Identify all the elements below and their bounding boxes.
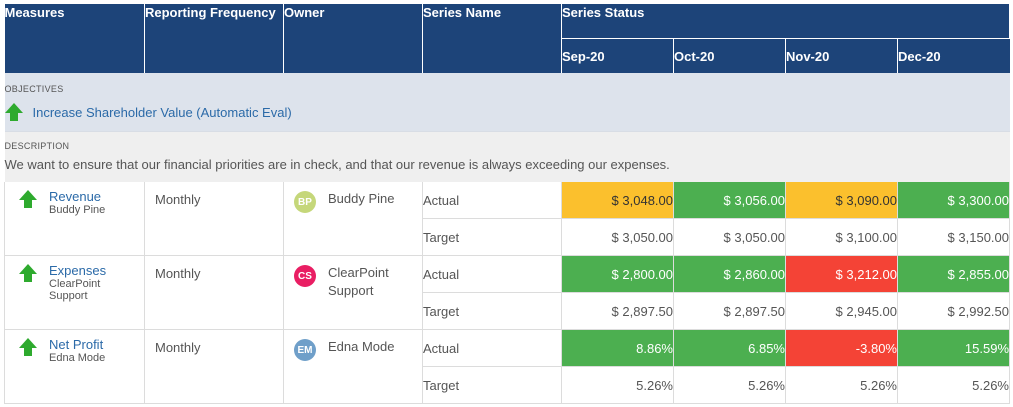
- measure-owner: Buddy Pine: [49, 204, 106, 216]
- up-arrow-icon: [19, 264, 37, 282]
- col-month[interactable]: Dec-20: [897, 38, 1010, 73]
- status-value: $ 2,855.00: [897, 255, 1010, 293]
- description-text: We want to ensure that our financial pri…: [4, 157, 670, 172]
- up-arrow-icon: [19, 338, 37, 356]
- status-value: -3.80%: [785, 329, 898, 367]
- table-row: Target 5.26% 5.26% 5.26% 5.26%: [5, 366, 1010, 404]
- status-value: $ 2,860.00: [673, 255, 786, 293]
- table-row: Net Profit Edna Mode Monthly EM Edna Mod…: [4, 329, 1010, 404]
- target-value: $ 3,100.00: [785, 218, 898, 256]
- series-name: Actual: [422, 329, 562, 367]
- target-value: 5.26%: [673, 366, 786, 404]
- scorecard-table: Measures Reporting Frequency Owner Serie…: [4, 4, 1010, 404]
- measure-cell: Net Profit Edna Mode: [4, 329, 145, 404]
- col-owner[interactable]: Owner: [283, 4, 423, 73]
- status-value: $ 3,048.00: [561, 182, 674, 219]
- col-measures[interactable]: Measures: [4, 4, 145, 73]
- frequency-text: Monthly: [155, 266, 201, 281]
- up-arrow-icon: [4, 103, 23, 121]
- status-value: $ 2,800.00: [561, 255, 674, 293]
- avatar: EM: [294, 339, 316, 361]
- status-value: 8.86%: [561, 329, 674, 367]
- objectives-section: OBJECTIVES Increase Shareholder Value (A…: [4, 73, 1010, 132]
- status-value: $ 3,212.00: [785, 255, 898, 293]
- target-value: $ 3,150.00: [897, 218, 1010, 256]
- status-value: $ 3,300.00: [897, 182, 1010, 219]
- frequency-text: Monthly: [155, 340, 201, 355]
- series-name: Actual: [422, 255, 562, 293]
- up-arrow-icon: [19, 190, 37, 208]
- table-row: Target $ 3,050.00 $ 3,050.00 $ 3,100.00 …: [5, 218, 1010, 256]
- owner-name: Buddy Pine: [328, 191, 395, 206]
- series-name: Actual: [422, 182, 562, 219]
- table-row: Expenses ClearPoint Support Monthly CS C…: [4, 255, 1010, 330]
- objective-link[interactable]: Increase Shareholder Value (Automatic Ev…: [32, 104, 292, 120]
- measure-owner: ClearPoint Support: [49, 278, 101, 302]
- col-series-name[interactable]: Series Name: [422, 4, 562, 73]
- col-month[interactable]: Sep-20: [561, 38, 674, 73]
- measure-cell: Revenue Buddy Pine: [4, 182, 145, 256]
- target-value: $ 2,945.00: [785, 292, 898, 330]
- target-value: 5.26%: [897, 366, 1010, 404]
- col-frequency[interactable]: Reporting Frequency: [144, 4, 284, 73]
- status-value: $ 3,090.00: [785, 182, 898, 219]
- table-row: Revenue Buddy Pine Monthly BP Buddy Pine…: [4, 182, 1010, 256]
- target-value: $ 3,050.00: [561, 218, 674, 256]
- table-row: Target $ 2,897.50 $ 2,897.50 $ 2,945.00 …: [5, 292, 1010, 330]
- objectives-label: OBJECTIVES: [4, 84, 64, 94]
- target-value: $ 2,897.50: [673, 292, 786, 330]
- status-value: 6.85%: [673, 329, 786, 367]
- frequency-text: Monthly: [155, 192, 201, 207]
- avatar: BP: [294, 191, 316, 213]
- status-value: $ 3,056.00: [673, 182, 786, 219]
- measure-link[interactable]: Revenue: [49, 189, 102, 204]
- target-value: $ 2,897.50: [561, 292, 674, 330]
- status-value: 15.59%: [897, 329, 1010, 367]
- target-value: 5.26%: [561, 366, 674, 404]
- measure-cell: Expenses ClearPoint Support: [4, 255, 145, 330]
- avatar: CS: [294, 265, 316, 287]
- series-name: Target: [422, 366, 562, 404]
- measure-link[interactable]: Expenses: [49, 263, 107, 278]
- target-value: 5.26%: [785, 366, 898, 404]
- col-month[interactable]: Nov-20: [785, 38, 898, 73]
- owner-name: ClearPoint Support: [328, 265, 389, 298]
- series-name: Target: [422, 292, 562, 330]
- description-label: DESCRIPTION: [4, 141, 70, 151]
- owner-name: Edna Mode: [328, 339, 395, 354]
- measure-link[interactable]: Net Profit: [49, 337, 104, 352]
- target-value: $ 3,050.00: [673, 218, 786, 256]
- col-series-status: Series Status: [561, 4, 1010, 39]
- series-name: Target: [422, 218, 562, 256]
- description-section: DESCRIPTION We want to ensure that our f…: [4, 131, 1010, 182]
- target-value: $ 2,992.50: [897, 292, 1010, 330]
- col-month[interactable]: Oct-20: [673, 38, 786, 73]
- measure-owner: Edna Mode: [49, 352, 106, 364]
